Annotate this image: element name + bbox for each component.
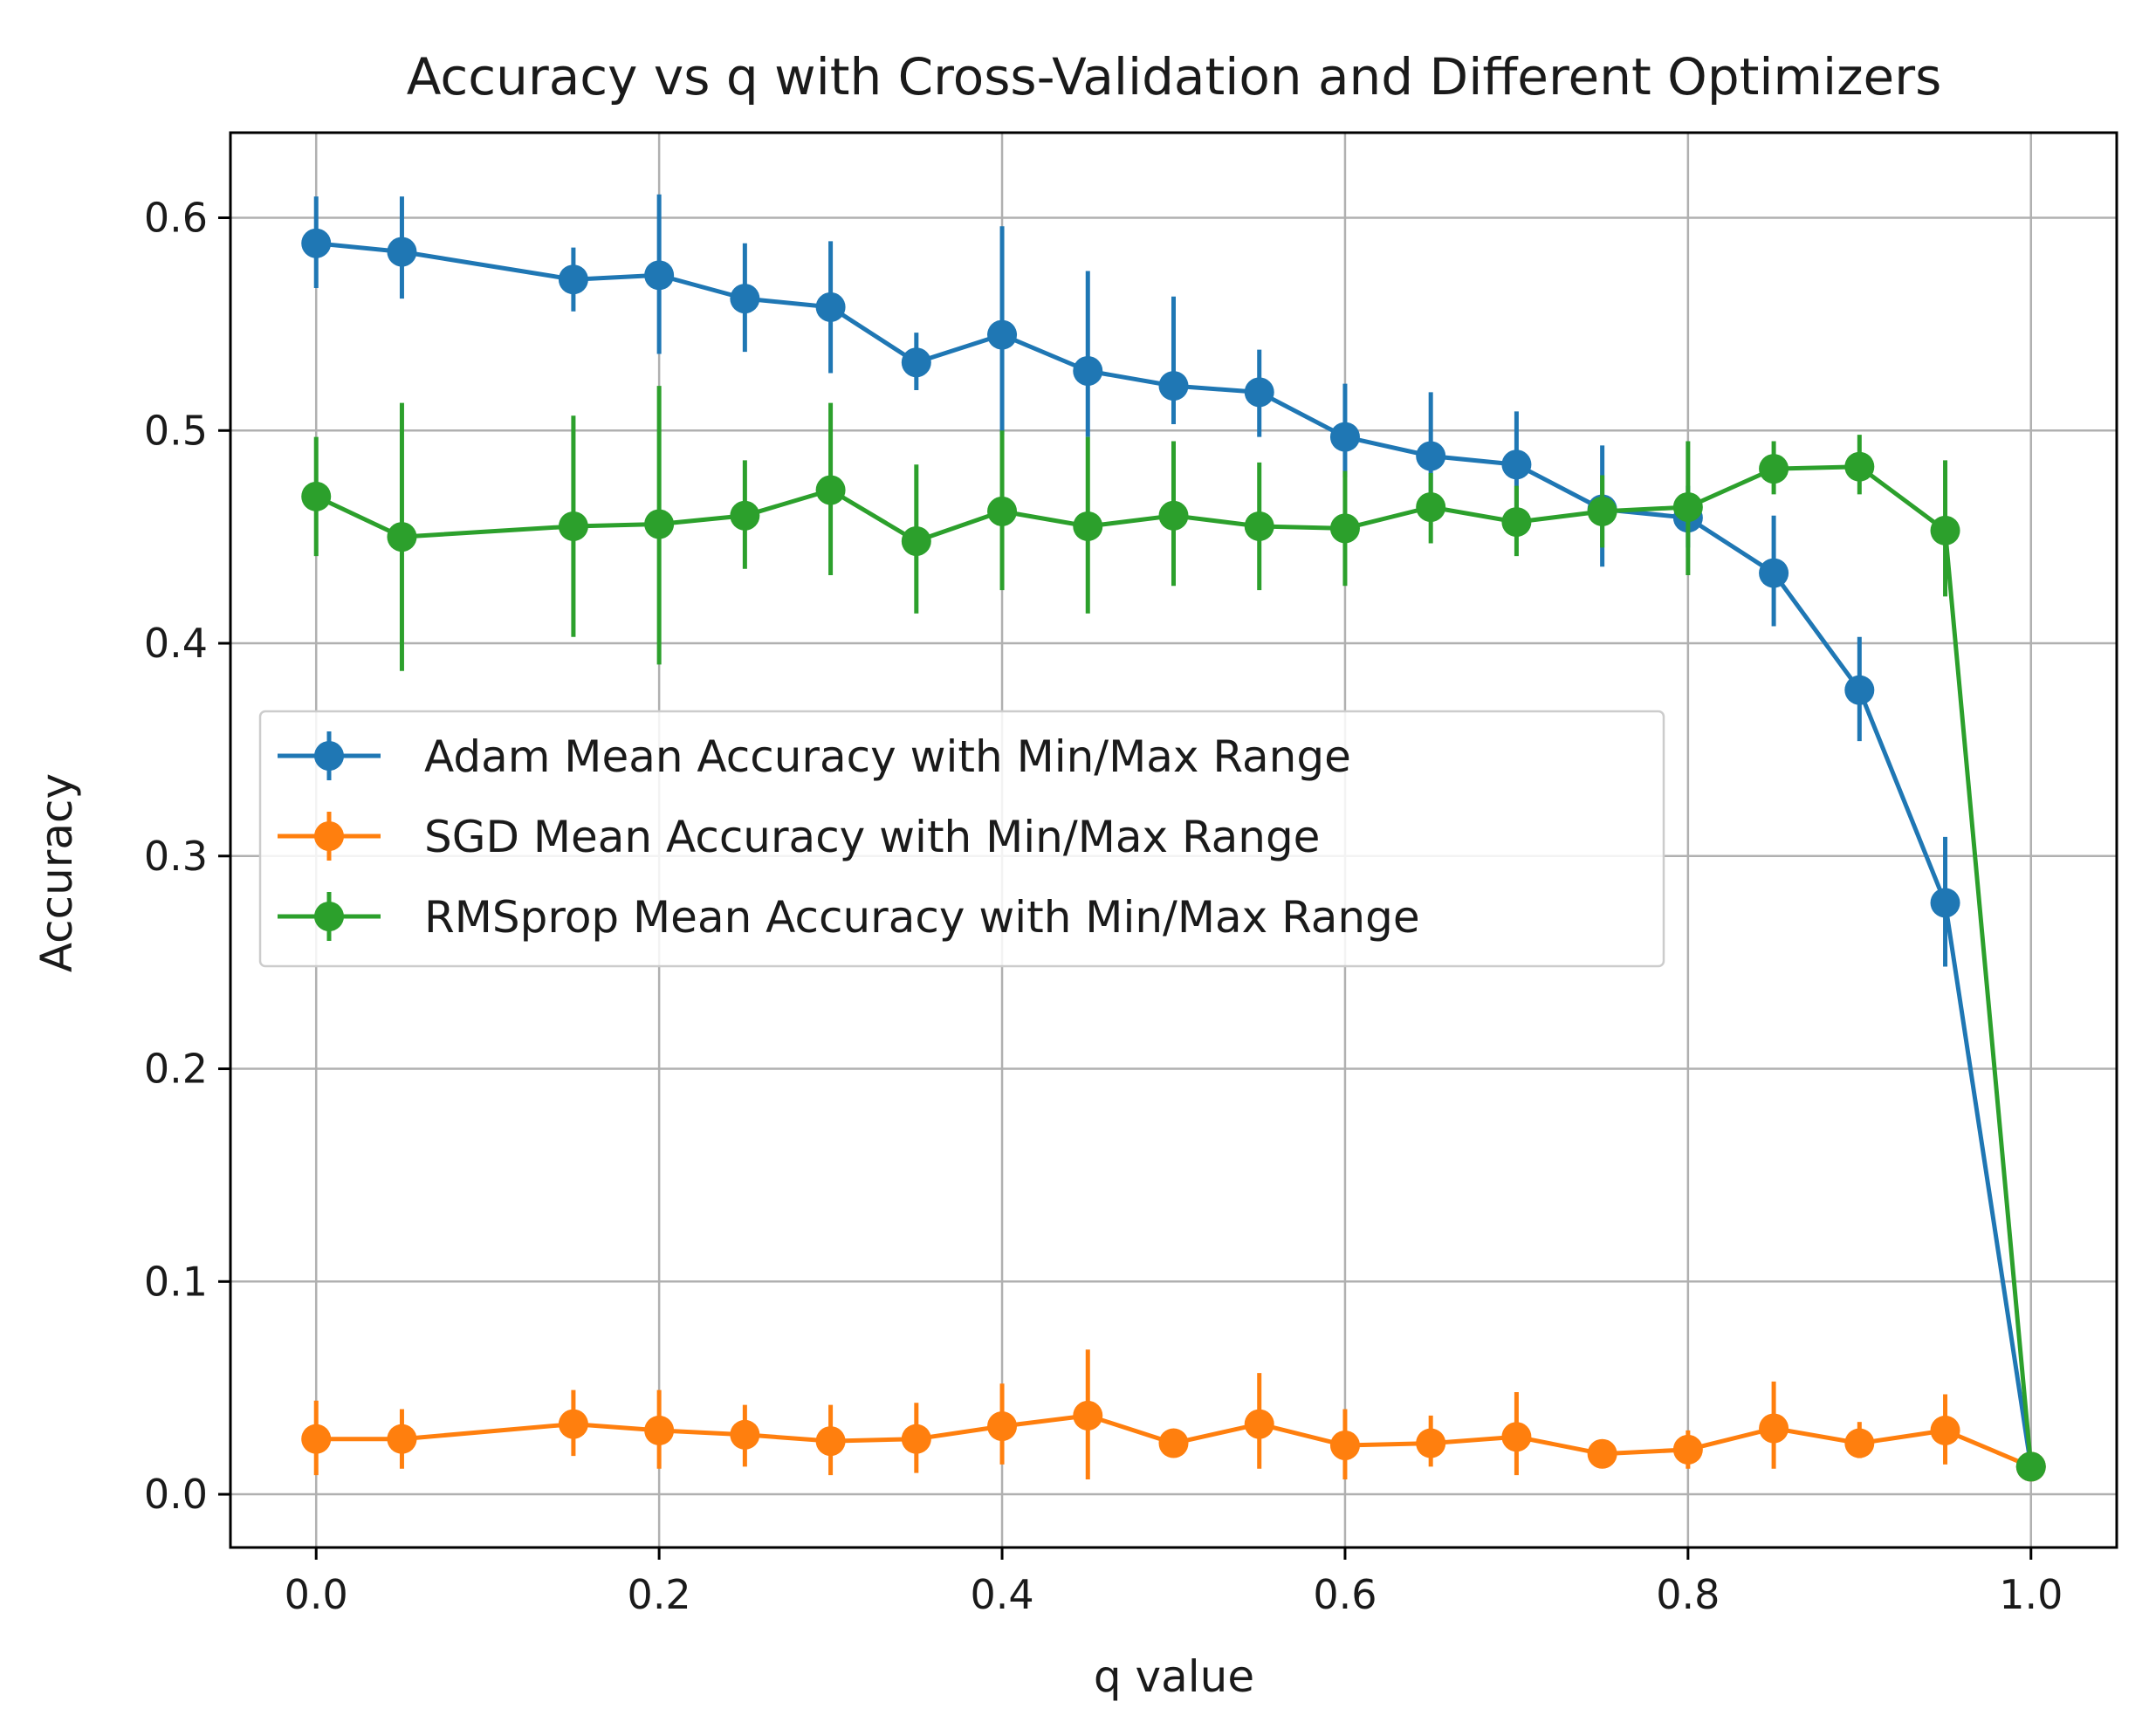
data-point <box>301 228 332 258</box>
data-point <box>1158 500 1189 531</box>
data-point <box>558 264 588 295</box>
data-point <box>1158 1428 1189 1458</box>
data-point <box>901 1424 931 1454</box>
data-point <box>730 1419 760 1450</box>
data-point <box>387 522 417 552</box>
x-tick-label: 0.2 <box>628 1571 691 1618</box>
data-point <box>1416 1428 1446 1458</box>
data-point <box>1244 511 1274 541</box>
data-point <box>1329 422 1360 452</box>
legend-item: SGD Mean Accuracy with Min/Max Range <box>278 812 1320 862</box>
series-2 <box>301 386 2046 1482</box>
data-point <box>1844 675 1875 705</box>
data-point <box>815 1426 846 1457</box>
plot-frame <box>229 131 2118 1549</box>
x-axis-label: q value <box>1094 1651 1254 1702</box>
legend: Adam Mean Accuracy with Min/Max Range SGD… <box>258 710 1665 968</box>
data-point <box>1759 1413 1789 1444</box>
data-point <box>1844 1428 1875 1458</box>
data-point <box>987 1411 1018 1442</box>
data-point <box>1501 1422 1532 1452</box>
data-point <box>1501 507 1532 538</box>
y-tick-label: 0.2 <box>144 1046 208 1093</box>
data-point <box>1930 515 1960 546</box>
y-axis-label: Accuracy <box>31 773 82 972</box>
data-point <box>1073 1400 1103 1431</box>
data-point <box>730 500 760 531</box>
data-point <box>644 260 675 291</box>
chart-title: Accuracy vs q with Cross-Validation and … <box>407 47 1942 106</box>
series-layer <box>301 194 2046 1482</box>
legend-label: Adam Mean Accuracy with Min/Max Range <box>424 731 1351 782</box>
data-point <box>2015 1451 2046 1482</box>
data-point <box>644 1415 675 1445</box>
data-point <box>301 481 332 511</box>
x-tick-label: 0.0 <box>285 1571 348 1618</box>
data-point <box>987 319 1018 350</box>
data-point <box>815 475 846 505</box>
series-0 <box>301 194 2046 1482</box>
data-point <box>1587 1438 1617 1469</box>
x-tick-label: 0.8 <box>1656 1571 1720 1618</box>
legend-box <box>258 710 1665 968</box>
data-point <box>1930 1415 1960 1445</box>
y-tick-label: 0.6 <box>144 195 208 242</box>
data-point <box>1244 1409 1274 1439</box>
data-point <box>1416 492 1446 523</box>
data-point <box>1501 449 1532 480</box>
data-point <box>1759 454 1789 484</box>
data-point <box>1416 441 1446 471</box>
data-point <box>1244 377 1274 408</box>
legend-label: SGD Mean Accuracy with Min/Max Range <box>424 812 1320 862</box>
legend-label: RMSprop Mean Accuracy with Min/Max Range <box>424 892 1420 943</box>
data-point <box>301 1424 332 1454</box>
data-point <box>901 347 931 378</box>
data-point <box>1329 1430 1360 1460</box>
data-point <box>730 284 760 314</box>
legend-marker <box>314 741 344 771</box>
legend-item: Adam Mean Accuracy with Min/Max Range <box>278 731 1351 782</box>
data-point <box>1672 492 1703 523</box>
data-point <box>901 526 931 557</box>
x-tick-label: 0.6 <box>1313 1571 1377 1618</box>
x-tick-label: 0.4 <box>970 1571 1033 1618</box>
data-point <box>387 1424 417 1454</box>
data-point <box>1073 356 1103 387</box>
data-point <box>1930 888 1960 918</box>
data-point <box>387 237 417 267</box>
data-point <box>558 511 588 541</box>
legend-marker <box>314 821 344 851</box>
y-tick-label: 0.1 <box>144 1258 208 1305</box>
data-point <box>1587 496 1617 526</box>
data-point <box>815 292 846 322</box>
data-point <box>1073 511 1103 541</box>
y-tick-label: 0.5 <box>144 407 208 454</box>
y-tick-label: 0.0 <box>144 1471 208 1518</box>
data-point <box>558 1409 588 1439</box>
y-tick-label: 0.3 <box>144 833 208 880</box>
data-point <box>1672 1434 1703 1465</box>
axis-ticks: 0.0 0.2 0.4 0.6 0.8 1.0 0.0 0.1 0.2 0.3 0.4 0.5 0.6 <box>144 195 2063 1618</box>
x-tick-label: 1.0 <box>1999 1571 2063 1618</box>
y-tick-label: 0.4 <box>144 620 208 667</box>
data-point <box>987 496 1018 526</box>
legend-item: RMSprop Mean Accuracy with Min/Max Range <box>278 892 1420 943</box>
legend-marker <box>314 902 344 931</box>
data-point <box>1329 513 1360 544</box>
data-point <box>1844 451 1875 482</box>
data-point <box>1759 558 1789 588</box>
data-point <box>1158 371 1189 401</box>
data-point <box>644 509 675 539</box>
